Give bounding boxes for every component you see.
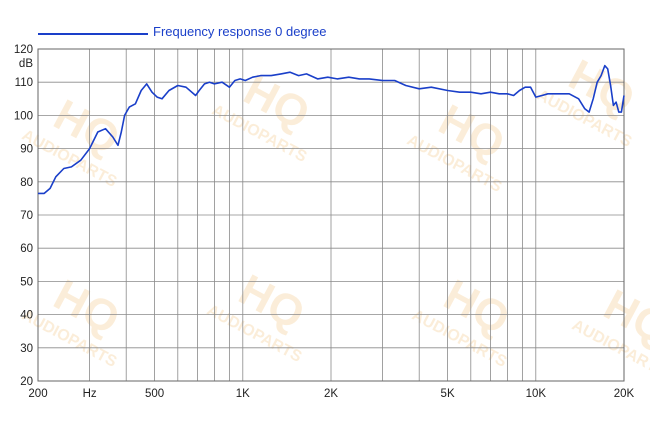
y-tick-label: 90 [20,144,33,156]
y-axis: 20 30 40 50 60 70 80 90 100 110 120 [14,44,33,388]
y-tick-label: 20 [20,376,33,388]
y-tick-label: 60 [20,243,33,255]
y-axis-label: dB [19,58,33,70]
y-tick-label: 80 [20,177,33,189]
x-tick-label: 20K [614,388,635,400]
series-line [38,64,625,195]
x-tick-label: 5K [441,388,455,400]
x-axis: 200 Hz 500 1K 2K 5K 10K 20K [28,388,634,400]
y-tick-label: 100 [14,110,33,122]
y-tick-label: 70 [20,210,33,222]
legend-label: Frequency response 0 degree [153,24,326,39]
series-layer [38,64,625,195]
x-tick-label: 2K [324,388,338,400]
y-tick-label: 30 [20,343,33,355]
plot-frame [37,48,625,382]
y-tick-label: 110 [15,77,33,89]
x-tick-label: 500 [145,388,164,400]
x-tick-label: Hz [83,388,97,400]
x-tick-label: 200 [28,388,47,400]
grid [37,48,625,382]
y-tick-label: 120 [14,44,33,56]
y-tick-label: 50 [20,276,33,288]
y-tick-label: 40 [20,310,33,322]
legend: Frequency response 0 degree [38,24,326,39]
x-tick-label: 1K [236,388,250,400]
x-tick-label: 10K [526,388,547,400]
